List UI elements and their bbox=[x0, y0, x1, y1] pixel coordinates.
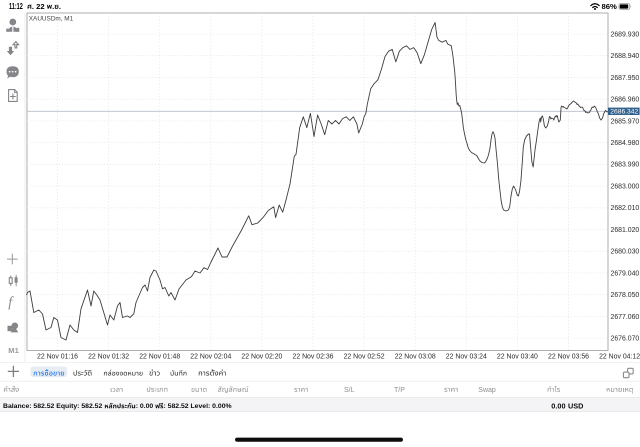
svg-text:2679.040: 2679.040 bbox=[611, 270, 640, 277]
svg-text:0.00: 0.00 bbox=[551, 401, 565, 410]
svg-text:22 Nov 01:48: 22 Nov 01:48 bbox=[139, 354, 180, 361]
svg-text:22 Nov 02:36: 22 Nov 02:36 bbox=[293, 354, 334, 361]
svg-text:11:12: 11:12 bbox=[9, 2, 23, 11]
svg-text:22 Nov 03:24: 22 Nov 03:24 bbox=[446, 354, 487, 361]
svg-text:22 Nov 02:52: 22 Nov 02:52 bbox=[344, 354, 385, 361]
svg-text:2687.950: 2687.950 bbox=[611, 75, 640, 82]
svg-text:2682.010: 2682.010 bbox=[611, 205, 640, 212]
svg-text:.: . bbox=[52, 2, 54, 11]
svg-text:S/L: S/L bbox=[344, 387, 355, 394]
svg-text:T/P: T/P bbox=[394, 387, 405, 394]
svg-text:22 Nov 03:56: 22 Nov 03:56 bbox=[548, 354, 589, 361]
svg-text:.: . bbox=[59, 2, 61, 11]
svg-text:2685.970: 2685.970 bbox=[611, 118, 640, 125]
svg-text:2676.070: 2676.070 bbox=[611, 336, 640, 343]
svg-text:22 Nov 03:40: 22 Nov 03:40 bbox=[497, 354, 538, 361]
svg-text:86%: 86% bbox=[602, 2, 618, 11]
svg-text:22 Nov 02:04: 22 Nov 02:04 bbox=[190, 354, 231, 361]
svg-text:M1: M1 bbox=[8, 346, 19, 355]
svg-text:Swap: Swap bbox=[478, 387, 496, 394]
svg-text:2681.020: 2681.020 bbox=[611, 227, 640, 234]
svg-text:2678.050: 2678.050 bbox=[611, 292, 640, 299]
svg-text:USD: USD bbox=[568, 401, 583, 410]
svg-text:2677.060: 2677.060 bbox=[611, 314, 640, 321]
svg-text:2689.930: 2689.930 bbox=[611, 31, 640, 38]
svg-text:2684.980: 2684.980 bbox=[611, 140, 640, 147]
svg-text:22 Nov 02:20: 22 Nov 02:20 bbox=[241, 354, 282, 361]
svg-text:: 582.52 Level: 0.00%: : 582.52 Level: 0.00% bbox=[163, 403, 231, 410]
svg-text:22 Nov 01:16: 22 Nov 01:16 bbox=[37, 354, 78, 361]
svg-text:2683.000: 2683.000 bbox=[611, 183, 640, 190]
svg-text:2686.960: 2686.960 bbox=[611, 97, 640, 104]
svg-text:2688.940: 2688.940 bbox=[611, 53, 640, 60]
svg-text:XAUUSDm, M1: XAUUSDm, M1 bbox=[29, 15, 74, 22]
svg-text:: 0.00: : 0.00 bbox=[136, 403, 155, 410]
svg-text:Balance: 582.52 Equity: 582.52: Balance: 582.52 Equity: 582.52 bbox=[3, 403, 104, 410]
svg-text:22 Nov 03:08: 22 Nov 03:08 bbox=[395, 354, 436, 361]
svg-text:. 22: . 22 bbox=[32, 2, 47, 11]
svg-text:2686.342: 2686.342 bbox=[610, 109, 638, 116]
svg-text:2680.030: 2680.030 bbox=[611, 249, 640, 256]
svg-text:22 Nov 01:32: 22 Nov 01:32 bbox=[88, 354, 129, 361]
svg-text:2683.990: 2683.990 bbox=[611, 162, 640, 169]
svg-text:22 Nov 04:12: 22 Nov 04:12 bbox=[599, 354, 640, 361]
